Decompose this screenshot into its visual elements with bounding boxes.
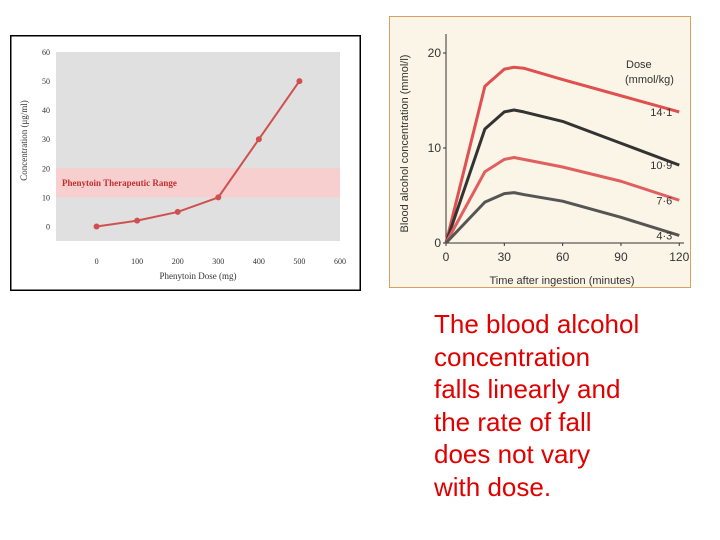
series-label: 4·3: [656, 230, 672, 242]
y-tick-label: 10: [42, 193, 50, 202]
x-tick-label: 60: [556, 250, 570, 264]
x-tick-label: 100: [131, 257, 143, 266]
caption-line: concentration: [434, 341, 591, 372]
caption-line: with dose.: [434, 471, 552, 502]
x-tick-label: 200: [172, 257, 184, 266]
chart2-x-axis-label: Time after ingestion (minutes): [489, 275, 634, 287]
caption-line: The blood alcohol: [434, 309, 640, 339]
caption-line: does not vary: [434, 439, 591, 469]
caption-text: The blood alcohol concentration falls line…: [434, 308, 714, 503]
chart1-x-tick-labels: 0 100 200 300 400 500 600: [95, 257, 346, 266]
therapeutic-range-band: [56, 168, 340, 198]
data-point: [93, 223, 100, 230]
chart2-series: 14·1 10·9 7·6 4·3: [444, 65, 680, 245]
chart1-y-axis-label: Concentration (μg/ml): [19, 100, 29, 181]
y-tick-label: 0: [46, 222, 50, 231]
x-tick-label: 90: [614, 250, 628, 264]
x-tick-label: 500: [293, 257, 305, 266]
y-tick-label: 20: [42, 164, 50, 173]
x-tick-label: 300: [212, 257, 224, 266]
legend-title: Dose: [626, 59, 652, 71]
y-tick-label: 0: [434, 236, 441, 250]
chart2-y-tick-labels: 0 10 20: [428, 46, 446, 250]
x-tick-label: 600: [334, 257, 346, 266]
y-tick-label: 10: [428, 141, 442, 155]
series-line: [444, 156, 680, 244]
data-point: [215, 194, 222, 201]
chart1-data-points: [93, 78, 303, 230]
x-tick-label: 0: [443, 250, 450, 264]
x-tick-label: 30: [498, 250, 512, 264]
y-tick-label: 60: [42, 48, 50, 57]
concentration-line: [96, 80, 301, 228]
data-point: [255, 136, 262, 143]
chart1-x-axis-label: Phenytoin Dose (mg): [160, 271, 237, 281]
x-tick-label: 400: [253, 257, 265, 266]
legend-unit: (mmol/kg): [625, 74, 674, 86]
caption-line: the rate of fall: [434, 406, 592, 437]
chart1-plot-area: [56, 52, 340, 241]
series-line: [444, 65, 680, 244]
y-tick-label: 50: [42, 77, 50, 86]
series-line: [444, 108, 680, 244]
y-tick-label: 40: [42, 106, 50, 115]
y-tick-label: 20: [428, 46, 442, 60]
therapeutic-range-label: Phenytoin Therapeutic Range: [62, 178, 177, 188]
data-point: [174, 208, 181, 215]
phenytoin-chart: Phenytoin Therapeutic Range 0 100 200 300 40…: [10, 35, 361, 291]
data-point: [134, 217, 141, 224]
series-label: 7·6: [656, 195, 672, 207]
chart2-y-axis-label: Blood alcohol concentration (mmol/l): [399, 55, 411, 233]
x-tick-label: 0: [95, 257, 99, 266]
blood-alcohol-chart: 0 30 60 90 120 0 10 20 14·1 10·9 7·6 4·3 Dose (mm…: [389, 16, 691, 288]
series-line: [444, 191, 680, 245]
caption-line: falls linearly and: [434, 374, 621, 404]
chart1-y-tick-labels: 0 10 20 30 40 50 60: [42, 48, 50, 231]
chart2-x-tick-labels: 0 30 60 90 120: [443, 243, 690, 264]
data-point: [296, 78, 303, 85]
series-label: 10·9: [650, 160, 672, 172]
y-tick-label: 30: [42, 135, 50, 144]
series-label: 14·1: [650, 107, 672, 119]
x-tick-label: 120: [669, 250, 689, 264]
